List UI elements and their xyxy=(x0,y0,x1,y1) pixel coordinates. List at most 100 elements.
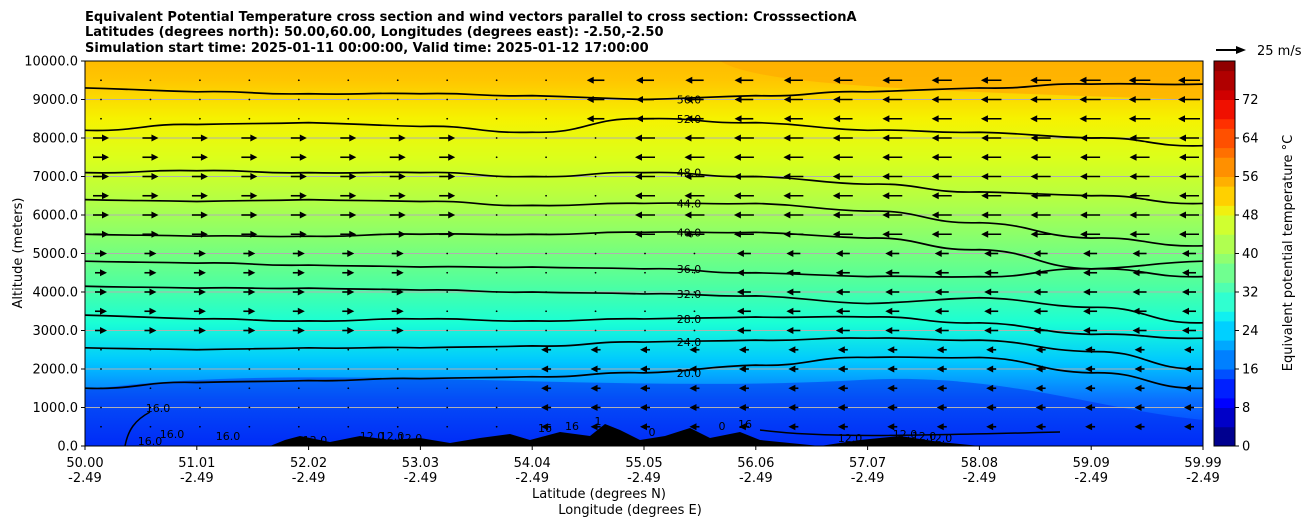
wind-arrow xyxy=(590,404,601,411)
wind-arrow xyxy=(541,384,552,392)
wind-arrow xyxy=(590,346,601,354)
wind-arrow xyxy=(541,404,552,411)
wind-arrow xyxy=(545,252,547,255)
wind-arrow xyxy=(685,115,704,123)
wind-arrow xyxy=(734,115,754,123)
wind-arrow xyxy=(835,327,850,334)
wind-arrow xyxy=(594,214,597,216)
wind-arrow xyxy=(693,329,696,332)
colorbar-segment xyxy=(1214,215,1235,226)
colorbar-segment xyxy=(1214,89,1235,100)
colorbar-tick-label: 48 xyxy=(1242,209,1259,224)
wind-arrow xyxy=(887,346,898,354)
wind-arrow xyxy=(1083,269,1098,277)
wind-arrow xyxy=(248,387,251,390)
wind-arrow xyxy=(290,230,307,238)
wind-arrow xyxy=(931,153,952,161)
x-axis: 50.00-2.4951.01-2.4952.02-2.4953.03-2.49… xyxy=(66,446,1222,486)
wind-arrow xyxy=(439,211,456,219)
wind-arrow xyxy=(980,96,1002,103)
wind-arrow xyxy=(986,423,997,431)
wind-arrow xyxy=(586,96,605,103)
wind-arrow xyxy=(243,269,256,277)
wind-arrow xyxy=(1182,288,1196,296)
low-level-contour-labels: 16.016.016.0 16.0 12.0 12.012.012.016 16 10 0 1… xyxy=(124,402,1061,446)
wind-arrow xyxy=(733,153,754,161)
x-tick-label-lon: -2.49 xyxy=(515,471,549,486)
wind-arrow xyxy=(347,387,350,390)
colorbar-segment xyxy=(1214,263,1235,274)
colorbar-segment xyxy=(1214,128,1235,139)
wind-arrow xyxy=(1030,153,1051,161)
wind-arrow xyxy=(389,192,406,200)
plot-area: 20.024.028.032.036.040.044.048.052.056.0… xyxy=(85,61,1203,446)
wind-arrow xyxy=(446,271,449,274)
wind-arrow xyxy=(684,230,705,238)
wind-arrow xyxy=(984,269,999,277)
wind-arrow xyxy=(786,269,801,277)
wind-arrow xyxy=(541,423,552,431)
wind-arrow xyxy=(93,153,109,161)
wind-arrow xyxy=(783,211,804,219)
wind-arrow xyxy=(786,250,801,257)
wind-arrow xyxy=(594,310,597,313)
wind-arrow xyxy=(936,404,947,411)
wind-arrow xyxy=(545,98,547,101)
wind-arrow xyxy=(981,192,1002,200)
x-tick-label-lon: -2.49 xyxy=(68,471,102,486)
colorbar-segment xyxy=(1214,234,1235,245)
colorbar-segment xyxy=(1214,436,1235,447)
wind-arrow xyxy=(495,156,498,159)
wind-arrow xyxy=(545,79,547,82)
wind-arrow xyxy=(837,384,848,392)
wind-arrow xyxy=(931,76,952,84)
x-tick-label-lat: 51.01 xyxy=(178,456,215,471)
wind-arrow xyxy=(1184,346,1194,354)
wind-arrow xyxy=(545,194,547,197)
wind-arrow xyxy=(347,425,350,428)
wind-arrow xyxy=(1080,192,1101,200)
wind-arrow xyxy=(594,329,597,332)
wind-arrow xyxy=(594,291,597,293)
wind-arrow xyxy=(290,192,307,200)
wind-arrow xyxy=(93,230,109,238)
wind-arrow xyxy=(1079,115,1101,123)
wind-arrow xyxy=(1134,423,1145,431)
wind-arrow xyxy=(1134,365,1145,373)
wind-arrow xyxy=(1035,384,1046,392)
wind-arrow xyxy=(199,348,201,351)
wind-arrow xyxy=(837,346,848,354)
wind-arrow xyxy=(545,156,547,159)
x-tick-label-lat: 54.04 xyxy=(514,456,551,471)
wind-arrow xyxy=(1184,404,1194,411)
colorbar-tick-label: 8 xyxy=(1242,401,1250,416)
wind-arrow xyxy=(142,230,159,238)
wind-arrow xyxy=(1085,423,1096,431)
chart-title: Equivalent Potential Temperature cross s… xyxy=(85,10,857,56)
wind-arrow xyxy=(290,211,307,219)
wind-arrow xyxy=(986,404,997,411)
wind-arrow xyxy=(495,271,498,274)
x-tick-label-lon: -2.49 xyxy=(292,471,326,486)
wind-arrow xyxy=(347,98,350,101)
wind-arrow xyxy=(545,310,547,313)
wind-arrow xyxy=(340,192,357,200)
wind-arrow xyxy=(788,384,799,392)
wind-arrow xyxy=(934,269,949,277)
contour-label: 36.0 xyxy=(677,263,702,276)
wind-arrow xyxy=(1179,153,1199,161)
wind-arrow xyxy=(837,404,848,411)
wind-arrow xyxy=(738,423,749,431)
wind-arrow xyxy=(142,134,159,142)
x-tick-label-lon: -2.49 xyxy=(739,471,773,486)
cold-region xyxy=(85,377,1203,446)
wind-arrow xyxy=(396,406,399,409)
contour-label-low: 12.0 xyxy=(838,432,863,445)
y-tick-label: 10000.0 xyxy=(24,55,78,70)
wind-arrow xyxy=(934,288,949,296)
wind-arrow xyxy=(347,406,350,409)
contour-label: 32.0 xyxy=(677,288,702,301)
colorbar-segment xyxy=(1214,320,1235,331)
wind-arrow xyxy=(835,288,850,296)
